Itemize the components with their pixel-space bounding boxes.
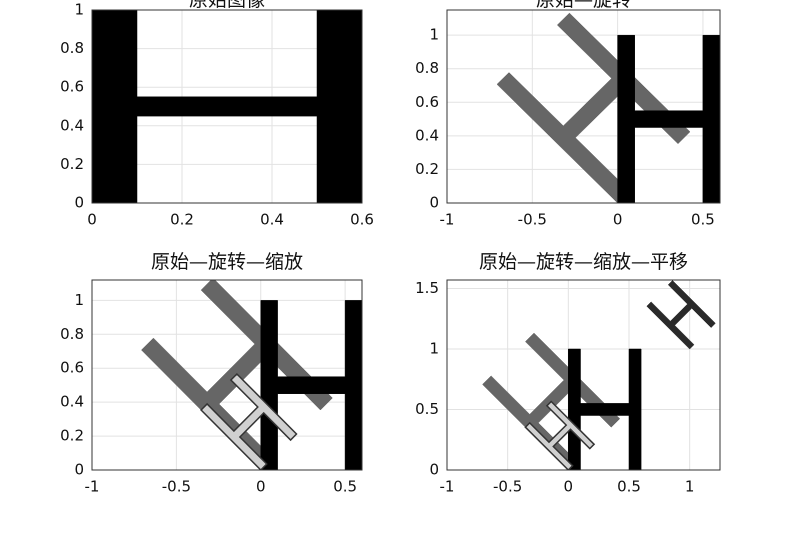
x-tick-label: 0.5 — [617, 478, 641, 496]
chart-title: 原始—旋转 — [536, 0, 631, 11]
y-tick-label: 0 — [429, 461, 439, 479]
shape — [496, 12, 691, 203]
x-tick-label: 1 — [685, 478, 695, 496]
y-tick-label: 1 — [429, 339, 439, 357]
y-tick-label: 0.6 — [60, 359, 84, 377]
subplot: -1 -0.5 0 0.5 0 0.2 0.4 0.6 0.8 1 原始—旋转 — [415, 0, 721, 229]
subplot: -1 -0.5 0 0.5 0 0.2 0.4 0.6 0.8 1 原始—旋转—缩放 — [60, 251, 363, 496]
x-tick-label: 0.4 — [260, 211, 284, 229]
y-tick-label: 1.5 — [415, 279, 439, 297]
x-tick-label: -1 — [440, 478, 455, 496]
y-tick-label: 0.8 — [415, 59, 439, 77]
shape — [617, 34, 720, 203]
axes-frame — [91, 279, 363, 471]
x-tick-label: 0 — [613, 211, 623, 229]
x-tick-label: -0.5 — [518, 211, 547, 229]
x-tick-label: -1 — [440, 211, 455, 229]
y-tick-label: 0.6 — [415, 93, 439, 111]
x-tick-label: 0.5 — [691, 211, 715, 229]
x-tick-label: 0 — [87, 211, 97, 229]
shape — [92, 10, 362, 203]
x-tick-label: 0.2 — [170, 211, 194, 229]
y-tick-label: 0.8 — [60, 325, 84, 343]
x-tick-label: -1 — [85, 478, 100, 496]
y-tick-label: 0.2 — [60, 155, 84, 173]
x-tick-label: 0 — [564, 478, 574, 496]
subplot: -1 -0.5 0 0.5 1 0 0.5 1 1.5 原始—旋转—缩放—平移 — [415, 251, 721, 496]
shape — [260, 300, 362, 470]
y-tick-label: 0.2 — [60, 427, 84, 445]
y-tick-label: 0.8 — [60, 39, 84, 57]
y-tick-label: 0.6 — [60, 78, 84, 96]
axes-frame — [446, 9, 721, 204]
x-tick-label: 0.6 — [350, 211, 374, 229]
y-tick-label: 0.4 — [60, 393, 84, 411]
x-tick-label: -0.5 — [162, 478, 191, 496]
y-tick-label: 1 — [74, 291, 84, 309]
x-tick-label: -0.5 — [493, 478, 522, 496]
y-tick-label: 0 — [429, 194, 439, 212]
shape — [200, 372, 298, 470]
subplot: 0 0.2 0.4 0.6 0 0.2 0.4 0.6 0.8 1 原始图像 — [60, 0, 374, 229]
y-tick-label: 0.4 — [60, 116, 84, 134]
y-tick-label: 0 — [74, 194, 84, 212]
y-tick-label: 0.2 — [415, 160, 439, 178]
x-tick-label: 0.5 — [333, 478, 357, 496]
y-tick-label: 0.5 — [415, 400, 439, 418]
y-tick-label: 0.4 — [415, 126, 439, 144]
x-tick-label: 0 — [256, 478, 266, 496]
shape — [568, 348, 642, 470]
axes-frame — [91, 9, 363, 204]
chart-title: 原始—旋转—缩放—平移 — [479, 251, 688, 273]
chart-title: 原始图像 — [189, 0, 265, 11]
y-tick-label: 0 — [74, 461, 84, 479]
shape — [524, 400, 596, 470]
y-tick-label: 1 — [74, 1, 84, 19]
axes-frame — [446, 279, 721, 471]
y-tick-label: 1 — [429, 26, 439, 44]
chart-title: 原始—旋转—缩放 — [151, 251, 303, 273]
